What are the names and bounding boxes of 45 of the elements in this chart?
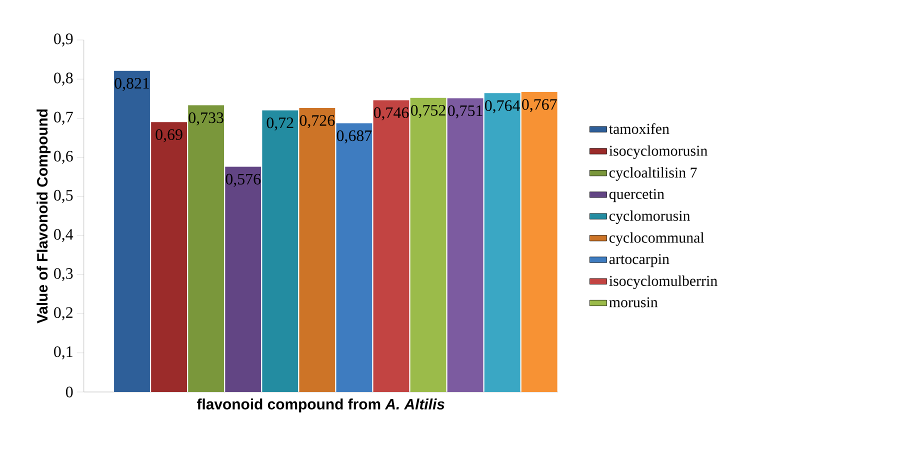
y-tick-label: 0,1 — [54, 346, 72, 360]
y-tick-label: 0,7 — [54, 112, 73, 125]
data-label: 0,746 — [374, 107, 409, 120]
data-label: 0,69 — [156, 129, 182, 142]
y-tick-label: 0,8 — [54, 72, 73, 86]
legend-label: isocyclomulberrin — [609, 275, 718, 290]
legend-label: cycloaltilisin 7 — [609, 167, 697, 181]
y-tick-label: 0,3 — [54, 268, 73, 282]
data-label: 0,733 — [188, 112, 224, 126]
data-label: 0,726 — [300, 115, 335, 128]
y-tick-label: 0 — [66, 386, 73, 398]
data-label: 0,764 — [485, 100, 520, 114]
legend-label: morusin — [609, 297, 658, 308]
data-label: 0,821 — [114, 78, 149, 92]
data-label: 0,767 — [522, 99, 557, 112]
legend-label: isocyclomorusin — [609, 145, 708, 159]
bar — [299, 108, 336, 392]
bar — [336, 123, 372, 392]
legend-label: artocarpin — [609, 254, 670, 268]
data-label: 0,576 — [226, 174, 261, 187]
bar — [262, 110, 298, 392]
bar — [484, 93, 520, 392]
y-axis-title: Value of Flavonoid Compound — [36, 109, 51, 324]
bar — [188, 105, 224, 392]
bar — [151, 122, 187, 392]
y-tick-label: 0,9 — [54, 33, 73, 47]
bar — [447, 98, 484, 392]
bar — [114, 70, 150, 392]
bar — [225, 166, 262, 392]
bar — [373, 100, 410, 392]
y-tick-label: 0,2 — [54, 307, 72, 320]
legend-label: quercetin — [609, 189, 664, 202]
data-label: 0,72 — [266, 117, 294, 131]
y-tick-label: 0,4 — [54, 229, 74, 242]
y-tick-label: 0,6 — [54, 150, 73, 164]
data-label: 0,752 — [410, 104, 446, 118]
legend-label: tamoxifen — [609, 123, 670, 134]
data-label: 0,751 — [448, 105, 482, 118]
legend-label: cyclocommunal — [609, 232, 704, 246]
legend-label: cyclomorusin — [609, 210, 690, 224]
bar — [521, 92, 558, 392]
y-tick-label: 0,5 — [54, 190, 73, 203]
data-label: 0,687 — [336, 130, 372, 144]
x-axis-title: flavonoid compound from A. Altilis — [197, 398, 444, 412]
bar — [410, 98, 446, 392]
